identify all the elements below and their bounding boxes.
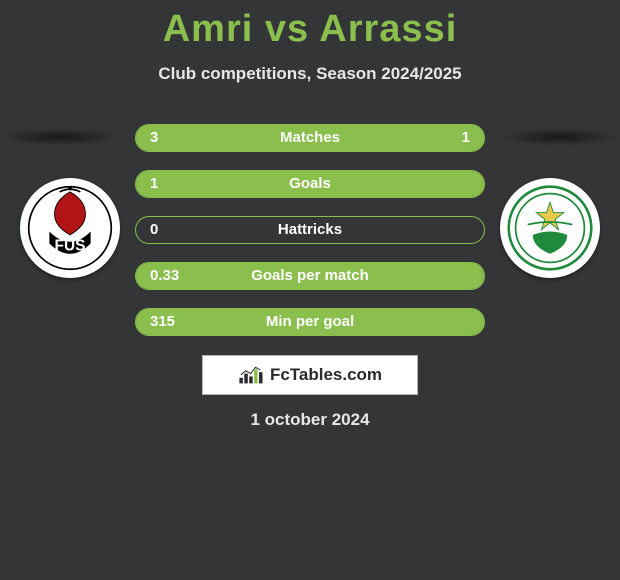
bar-hattricks: 0 Hattricks <box>135 216 485 244</box>
bar-label: Hattricks <box>136 217 484 244</box>
bar-label: Goals <box>136 171 484 198</box>
brand-text: FcTables.com <box>270 365 382 385</box>
page-title: Amri vs Arrassi <box>0 8 620 51</box>
bar-min-per-goal: 315 Min per goal <box>135 308 485 336</box>
bar-right-value: 1 <box>462 125 470 152</box>
bar-goals: 1 Goals <box>135 170 485 198</box>
bar-goals-per-match: 0.33 Goals per match <box>135 262 485 290</box>
bar-label: Min per goal <box>136 309 484 336</box>
crest-right-icon <box>507 185 593 271</box>
stat-bars: 3 Matches 1 1 Goals 0 Hattricks 0.33 Goa… <box>135 124 485 354</box>
bar-matches: 3 Matches 1 <box>135 124 485 152</box>
subtitle: Club competitions, Season 2024/2025 <box>0 64 620 84</box>
bar-label: Goals per match <box>136 263 484 290</box>
team-crest-left: FUS <box>20 178 120 278</box>
bar-chart-icon <box>238 365 266 385</box>
shadow-left <box>0 128 120 146</box>
svg-text:FUS: FUS <box>55 237 86 254</box>
shadow-right <box>500 128 620 146</box>
bar-label: Matches <box>136 125 484 152</box>
team-crest-right <box>500 178 600 278</box>
crest-left-icon: FUS <box>27 185 113 271</box>
comparison-card: { "title": "Amri vs Arrassi", "subtitle"… <box>0 0 620 580</box>
date-text: 1 october 2024 <box>0 410 620 430</box>
branding-box: FcTables.com <box>202 355 418 395</box>
